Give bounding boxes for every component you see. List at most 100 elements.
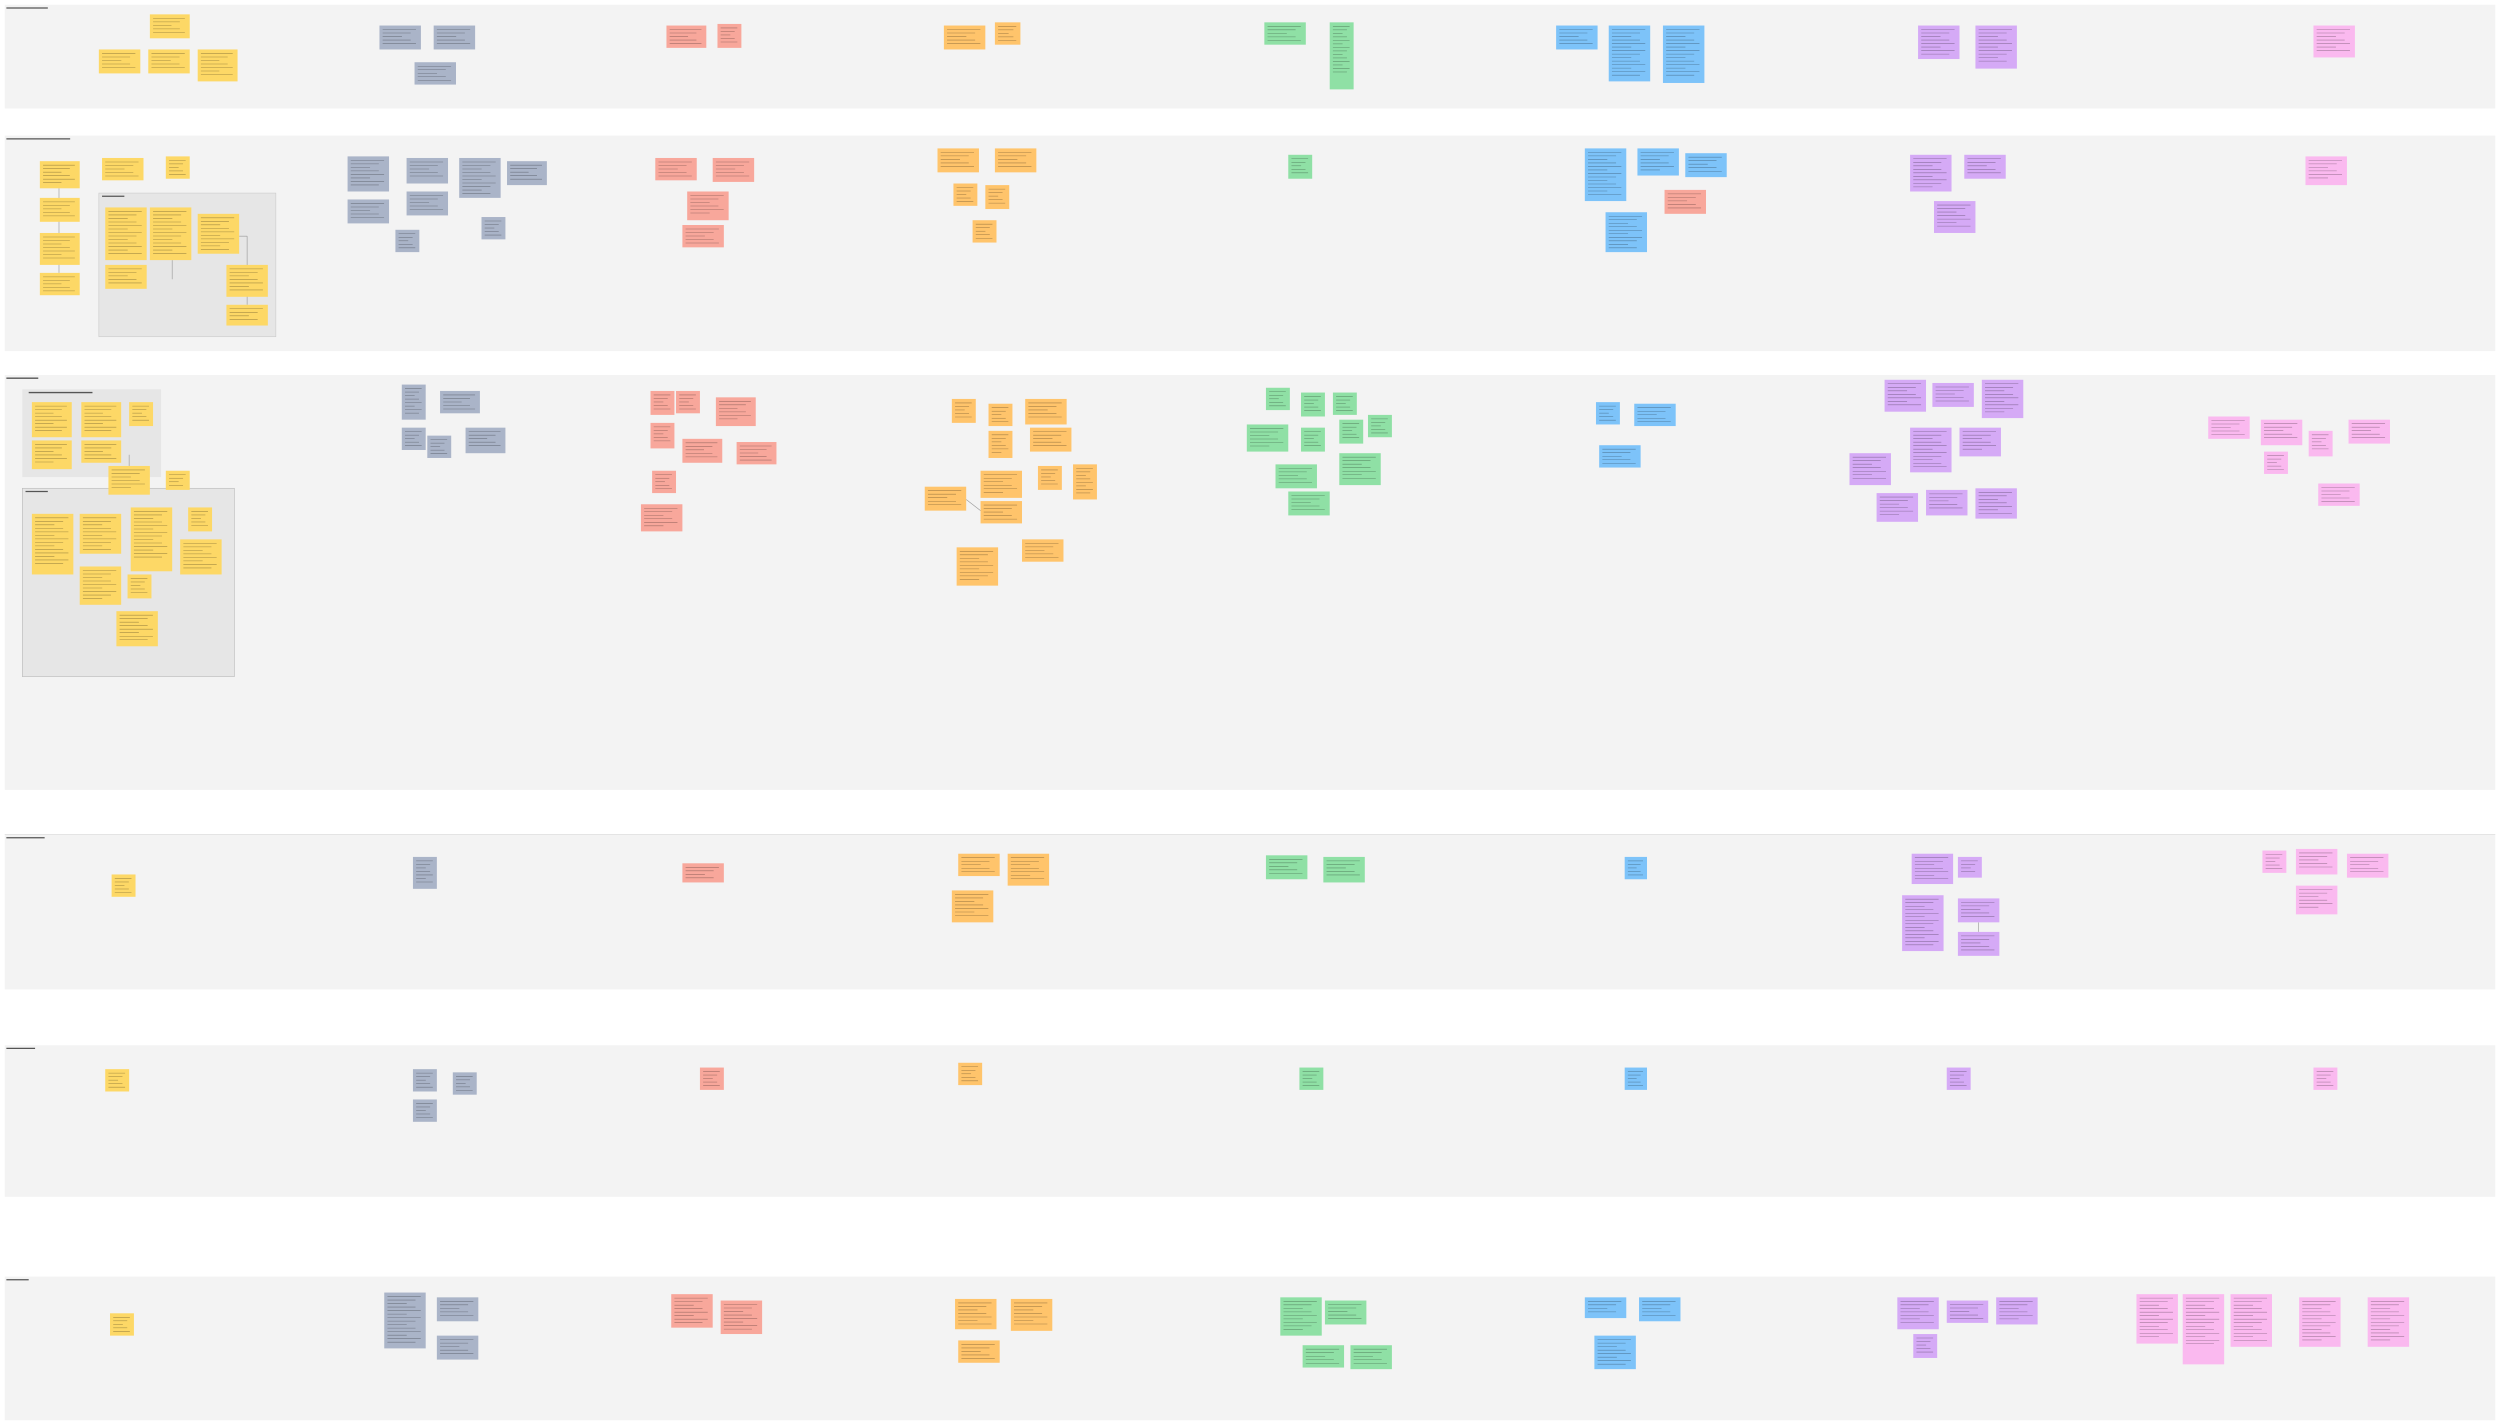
sticky-note [666, 25, 707, 48]
note-body [39, 197, 80, 222]
sticky-note [1996, 1297, 2038, 1325]
note-body [197, 49, 238, 82]
note-body [1025, 398, 1067, 425]
note-body [2318, 483, 2360, 506]
note-body [2182, 1294, 2225, 1365]
sticky-note [1332, 392, 1357, 415]
note-body [226, 304, 268, 326]
note-body [2305, 156, 2347, 186]
sticky-note [165, 470, 190, 490]
note-body [1288, 491, 1330, 516]
note-body [1288, 154, 1313, 179]
sticky-note [1599, 445, 1641, 468]
sticky-note [1884, 379, 1927, 412]
note-body [943, 25, 986, 50]
note-body [1350, 1345, 1392, 1370]
sticky-note [465, 427, 506, 454]
sticky-note [31, 440, 72, 470]
note-body [2313, 25, 2355, 58]
note-body [31, 402, 72, 438]
note-body [1918, 25, 1960, 60]
sticky-note [1624, 856, 1648, 880]
note-body [440, 390, 480, 414]
sticky-note [39, 232, 80, 265]
note-body [956, 547, 999, 586]
sticky-note [994, 148, 1037, 173]
note-body [2264, 451, 2288, 474]
note-body [433, 25, 476, 50]
note-body [1329, 22, 1354, 90]
note-body [116, 611, 158, 647]
note-body [1926, 489, 1968, 516]
sticky-note [2264, 451, 2288, 474]
sticky-note [2348, 419, 2390, 444]
sticky-note [924, 486, 967, 511]
note-body [937, 148, 979, 173]
note-body [39, 232, 80, 265]
sticky-note [379, 25, 421, 50]
sticky-note [1025, 398, 1067, 425]
note-body [1664, 189, 1706, 214]
sticky-note [1246, 424, 1289, 452]
note-body [1301, 427, 1325, 452]
sticky-note [958, 1062, 983, 1086]
note-body [951, 890, 994, 923]
note-body [98, 49, 141, 74]
sticky-note [682, 225, 724, 248]
sticky-note [671, 1294, 713, 1328]
sticky-note [2318, 483, 2360, 506]
note-body [687, 191, 729, 221]
note-body [31, 440, 72, 470]
sticky-note [1624, 1067, 1648, 1090]
sticky-note [1639, 1297, 1681, 1322]
note-body [994, 22, 1021, 45]
note-body [980, 501, 1023, 524]
sticky-note [994, 22, 1021, 45]
sticky-note [1265, 855, 1308, 880]
note-body [1957, 931, 2000, 956]
sticky-note [980, 501, 1023, 524]
note-body [1933, 201, 1976, 233]
sticky-note [1329, 22, 1354, 90]
note-body [1981, 379, 2024, 419]
note-body [1957, 898, 2000, 923]
note-body [197, 213, 240, 254]
note-body [105, 264, 147, 289]
sticky-note [1265, 387, 1290, 411]
sticky-note [958, 1340, 1000, 1363]
note-body [188, 507, 213, 532]
sticky-note [1288, 154, 1313, 179]
sticky-note [98, 49, 141, 74]
sticky-note [347, 199, 390, 224]
sticky-note [39, 197, 80, 222]
sticky-note [985, 185, 1010, 210]
note-body [1946, 1067, 1971, 1090]
note-body [507, 161, 547, 186]
note-body [1959, 427, 2001, 457]
note-body [226, 264, 268, 297]
note-body [81, 440, 122, 463]
note-body [105, 1069, 130, 1092]
sticky-note [1685, 153, 1727, 178]
note-body [1299, 1067, 1324, 1090]
sticky-note [980, 470, 1023, 498]
sticky-note [406, 191, 449, 216]
sticky-note [717, 23, 742, 48]
note-body [165, 156, 190, 179]
note-body [39, 272, 80, 296]
note-body [110, 1313, 134, 1336]
sticky-note [436, 1335, 479, 1360]
sticky-note [1910, 154, 1952, 192]
note-body [650, 390, 675, 415]
note-body [2208, 416, 2250, 439]
note-body [1556, 25, 1598, 50]
note-body [1975, 488, 2017, 519]
sticky-note [1946, 1067, 1971, 1090]
note-body [955, 1298, 997, 1330]
sticky-note [640, 504, 683, 532]
lane [4, 4, 2496, 109]
note-body [1902, 895, 1944, 952]
sticky-note [1022, 539, 1064, 562]
sticky-note [1299, 1067, 1324, 1090]
sticky-note [2313, 25, 2355, 58]
